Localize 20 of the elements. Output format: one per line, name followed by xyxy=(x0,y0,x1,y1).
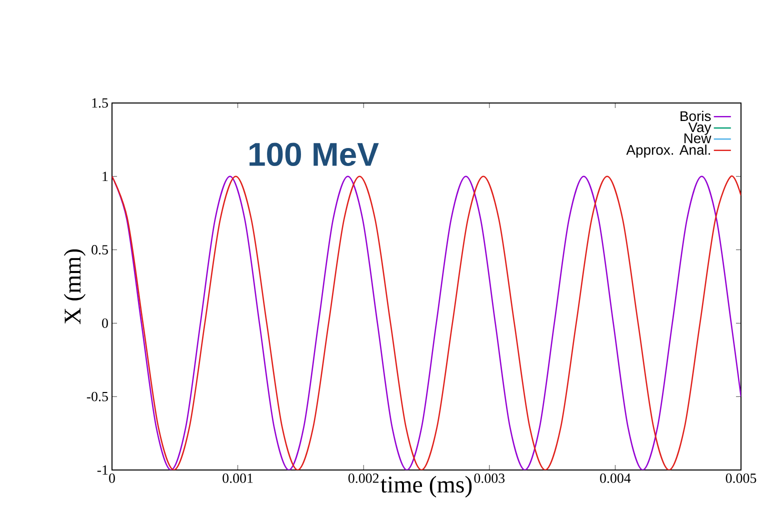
y-tick-label: -0.5 xyxy=(86,392,108,402)
legend-label: Vay xyxy=(688,122,712,135)
x-tick-label: 0.005 xyxy=(726,474,756,483)
y-tick-label: 0 xyxy=(102,318,108,328)
legend-label: New xyxy=(684,134,712,144)
y-tick-label: -1 xyxy=(97,465,108,475)
x-axis-title: time (ms) xyxy=(380,476,472,498)
legend-label: Approx. Anal. xyxy=(626,144,710,158)
text: 100 MeV xyxy=(250,142,379,166)
y-tick-label: 1 xyxy=(102,172,108,181)
x-tick-label: 0.003 xyxy=(474,474,505,483)
x-tick-label: 0.004 xyxy=(600,474,631,483)
y-axis-title: X (mm) xyxy=(64,249,86,324)
y-tick-label: 1.5 xyxy=(92,98,108,108)
x-tick-label: 0 xyxy=(109,474,115,483)
x-tick-label: 0.001 xyxy=(222,474,253,483)
line-series xyxy=(112,176,742,470)
legend-label: Boris xyxy=(680,110,711,122)
x-tick-label: 0.002 xyxy=(348,474,379,483)
y-tick-label: 0.5 xyxy=(92,245,108,255)
